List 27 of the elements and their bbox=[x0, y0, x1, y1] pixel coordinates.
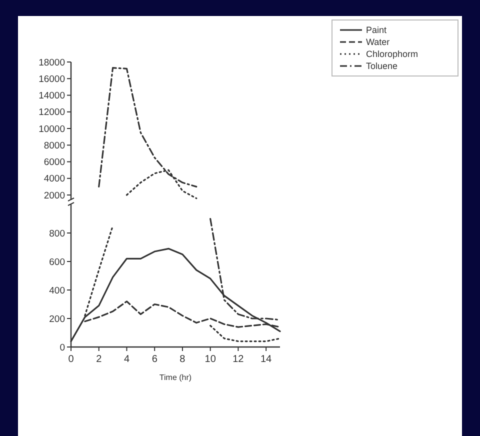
legend-label: Paint bbox=[366, 25, 388, 36]
y-tick-label: 4000 bbox=[44, 174, 65, 185]
y-tick-label: 0 bbox=[60, 342, 65, 354]
x-tick-label: 8 bbox=[180, 354, 186, 365]
legend-label: Toluene bbox=[366, 61, 398, 72]
x-tick-label: 10 bbox=[204, 354, 216, 365]
y-tick-label: 10000 bbox=[38, 124, 65, 135]
legend-label: Chlorophorm bbox=[366, 49, 418, 60]
x-tick-label: 0 bbox=[68, 354, 74, 365]
y-tick-label: 8000 bbox=[44, 140, 65, 152]
y-tick-label: 16000 bbox=[38, 74, 65, 85]
y-tick-label: 18000 bbox=[38, 57, 65, 68]
legend-label: Water bbox=[366, 37, 390, 48]
y-tick-label: 2000 bbox=[44, 190, 65, 202]
y-tick-label: 800 bbox=[49, 228, 65, 240]
y-tick-label: 400 bbox=[49, 285, 65, 296]
x-tick-label: 14 bbox=[260, 354, 272, 365]
x-tick-label: 2 bbox=[96, 354, 102, 365]
x-tick-label: 12 bbox=[232, 354, 244, 365]
y-tick-label: 600 bbox=[49, 256, 65, 268]
y-tick-label: 12000 bbox=[38, 107, 65, 118]
x-axis-title: Time (hr) bbox=[159, 373, 192, 382]
y-tick-label: 200 bbox=[49, 314, 65, 325]
x-tick-label: 6 bbox=[152, 354, 158, 365]
y-tick-label: 14000 bbox=[38, 90, 65, 102]
y-tick-label: 6000 bbox=[44, 157, 65, 168]
x-tick-label: 4 bbox=[124, 354, 130, 365]
